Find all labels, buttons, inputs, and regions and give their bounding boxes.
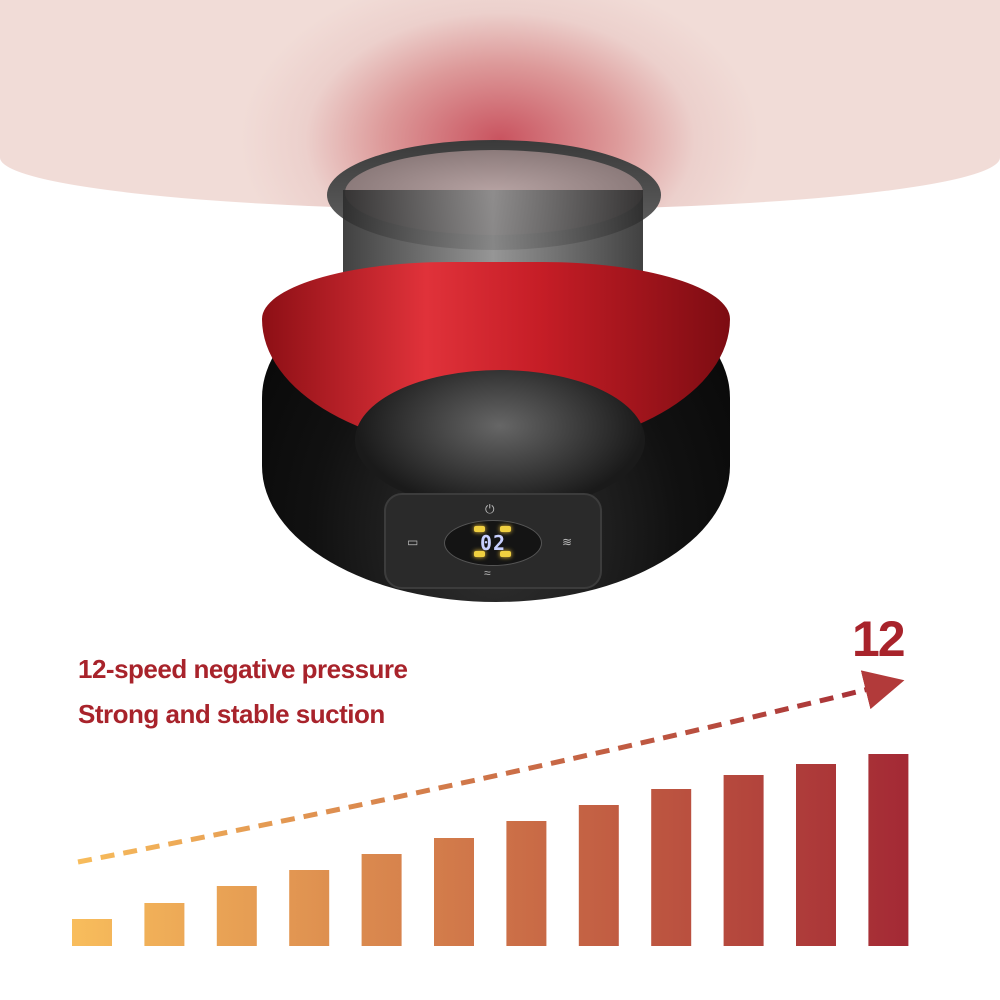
- led: [474, 551, 485, 557]
- bar-level-3: [216, 886, 257, 946]
- headline-line1: 12-speed negative pressure: [78, 654, 408, 684]
- display-value: 02: [479, 531, 507, 555]
- trend-arrow: [77, 670, 905, 865]
- display: [444, 520, 542, 566]
- bar-level-11: [796, 764, 836, 946]
- bar-level-9: [651, 789, 692, 946]
- bar-level-6: [434, 838, 474, 946]
- device-base-lens: [355, 370, 645, 510]
- bar-level-10: [723, 775, 764, 946]
- led: [474, 526, 485, 532]
- power-icon[interactable]: ⏻: [485, 502, 495, 516]
- bar-level-12: [868, 754, 909, 946]
- mode-icon[interactable]: ▭: [407, 535, 419, 549]
- bar-level-2: [144, 903, 185, 946]
- led: [500, 551, 511, 557]
- bar-level-7: [506, 821, 547, 946]
- max-level-label: 12: [852, 611, 906, 667]
- led: [500, 526, 511, 532]
- heat-icon[interactable]: ≋: [562, 535, 573, 549]
- bar-level-5: [361, 854, 402, 946]
- control-panel: [384, 493, 602, 589]
- wave-icon[interactable]: ≈: [484, 566, 491, 580]
- headline-line2: Strong and stable suction: [78, 699, 385, 729]
- bar-level-4: [289, 870, 330, 946]
- bar-level-8: [578, 805, 619, 946]
- bar-level-1: [72, 919, 112, 946]
